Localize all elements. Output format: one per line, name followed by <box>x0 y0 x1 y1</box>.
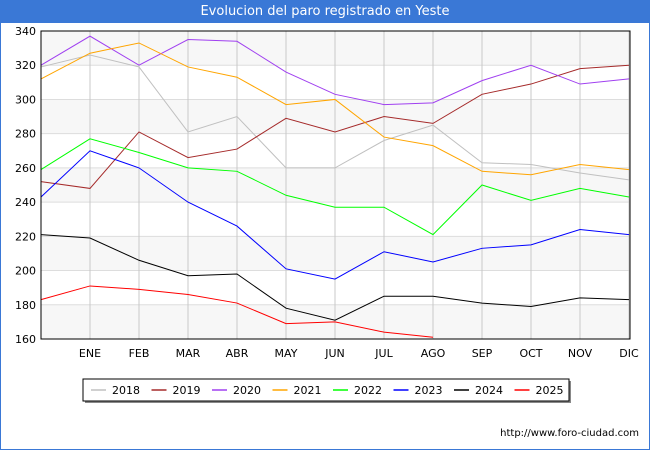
legend-label-2022: 2022 <box>354 384 382 397</box>
y-tick-label: 320 <box>15 59 36 72</box>
chart-title: Evolucion del paro registrado en Yeste <box>1 1 649 23</box>
x-tick-label: MAR <box>176 347 201 360</box>
series-line-2021 <box>40 42 630 176</box>
y-tick-label: 220 <box>15 230 36 243</box>
y-tick-label: 160 <box>15 333 36 346</box>
series-line-2019 <box>40 64 630 189</box>
legend-label-2018: 2018 <box>112 384 140 397</box>
x-tick-label: ABR <box>226 347 249 360</box>
series-line-2024 <box>40 234 630 321</box>
series-line-2018 <box>40 54 630 181</box>
y-tick-label: 260 <box>15 162 36 175</box>
legend-label-2020: 2020 <box>233 384 261 397</box>
x-tick-label: JUN <box>324 347 345 360</box>
x-tick-label: AGO <box>421 347 446 360</box>
y-tick-label: 340 <box>15 25 36 38</box>
legend-label-2019: 2019 <box>173 384 201 397</box>
x-tick-label: MAY <box>275 347 298 360</box>
series-line-2023 <box>40 150 630 280</box>
source-credit: http://www.foro-ciudad.com <box>500 428 639 439</box>
y-tick-label: 280 <box>15 128 36 141</box>
x-tick-label: OCT <box>519 347 542 360</box>
series-line-2020 <box>40 35 630 106</box>
series-line-2025 <box>40 285 434 338</box>
legend-label-2023: 2023 <box>415 384 443 397</box>
y-tick-label: 240 <box>15 196 36 209</box>
x-tick-label: ENE <box>79 347 101 360</box>
legend-label-2024: 2024 <box>475 384 503 397</box>
plot-border <box>40 30 631 340</box>
legend-box <box>82 378 570 402</box>
x-tick-label: DIC <box>619 347 639 360</box>
legend-label-2025: 2025 <box>536 384 564 397</box>
x-tick-label: FEB <box>129 347 150 360</box>
series-line-2022 <box>40 138 630 236</box>
y-tick-label: 180 <box>15 299 36 312</box>
y-tick-label: 200 <box>15 265 36 278</box>
y-tick-label: 300 <box>15 93 36 106</box>
x-tick-label: SEP <box>472 347 493 360</box>
x-tick-label: JUL <box>374 347 393 360</box>
legend-label-2021: 2021 <box>294 384 322 397</box>
x-tick-label: NOV <box>568 347 593 360</box>
